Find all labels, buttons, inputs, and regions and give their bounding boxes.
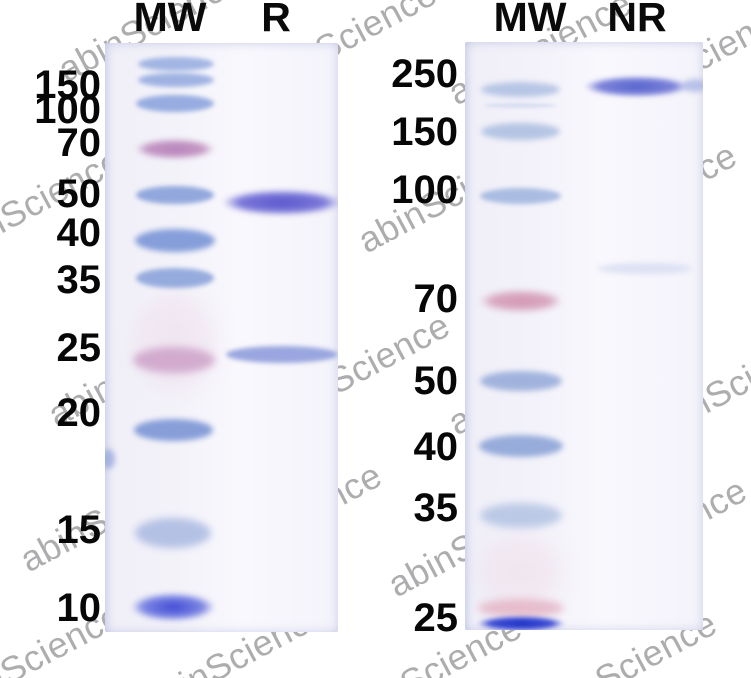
mw-label-35: 35 [56, 258, 102, 302]
r-lane-band-upper [222, 190, 338, 215]
marker-band-25 [133, 347, 215, 373]
marker-band-10 [131, 593, 215, 621]
marker-band-35 [136, 268, 214, 288]
marker-band-250 [481, 82, 560, 97]
mw-label-50: 50 [413, 359, 459, 403]
marker-band-25 [477, 616, 565, 630]
marker-band-50 [136, 186, 214, 204]
marker-band-50 [480, 371, 562, 391]
r-lane-band-lower [226, 346, 338, 363]
lane-header-r: R [261, 0, 291, 40]
mw-label-40: 40 [56, 211, 102, 255]
mw-label-150: 150 [34, 63, 101, 107]
marker-band-20 [134, 419, 213, 441]
marker-band-100 [480, 188, 561, 204]
mw-label-20: 20 [56, 391, 102, 435]
nr-lane-band-tail [683, 79, 703, 92]
nr-lane-faint-band [597, 263, 692, 274]
mw-label-10: 10 [56, 586, 102, 630]
mw-label-150: 150 [391, 110, 458, 154]
mw-label-50: 50 [56, 172, 102, 216]
mw-label-25: 25 [56, 326, 102, 370]
gel-image-reduced [105, 43, 338, 632]
marker-band-150 [481, 123, 560, 140]
marker-band-faint-line [484, 103, 557, 108]
mw-label-250: 250 [391, 52, 458, 96]
marker-band-15 [135, 518, 211, 548]
lane-header-mw: MW [133, 0, 207, 40]
mw-label-35: 35 [413, 486, 459, 530]
mw-label-70: 70 [56, 121, 102, 165]
mw-label-25: 25 [413, 596, 459, 640]
mw-label-100: 100 [34, 88, 101, 132]
marker-band-40 [135, 229, 215, 252]
lane-header-nr: NR [607, 0, 667, 40]
marker-band-35 [480, 503, 562, 528]
gel-image-non-reduced [465, 42, 703, 630]
gel-artifact-smudge [105, 449, 115, 469]
mw-label-15: 15 [56, 508, 102, 552]
nr-lane-band [584, 76, 690, 97]
marker-band-70 [135, 139, 215, 159]
mw-label-100: 100 [391, 168, 458, 212]
marker-band-25-pink-haze [478, 599, 564, 617]
marker-band-100 [136, 95, 214, 112]
marker-band-150 [138, 73, 214, 87]
marker-band-70 [479, 290, 563, 312]
mw-label-70: 70 [413, 277, 459, 321]
lane-header-mw: MW [493, 0, 567, 40]
gel-tint-pink [135, 295, 215, 390]
gel-tint-pink [480, 537, 562, 607]
marker-band-250 [138, 57, 214, 71]
mw-label-40: 40 [413, 425, 459, 469]
marker-band-40 [479, 435, 563, 457]
